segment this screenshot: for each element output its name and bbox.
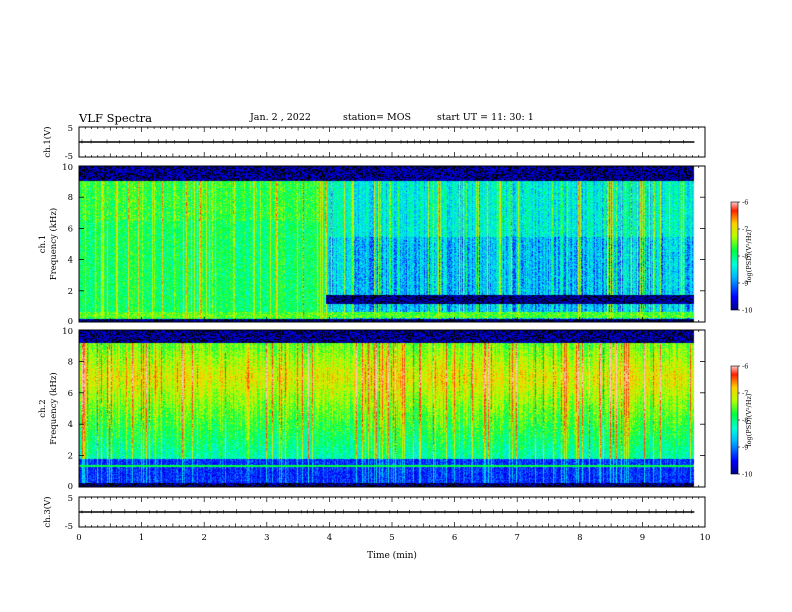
x-tick-label: 2 bbox=[201, 533, 206, 543]
ch2-spectrogram-ytick-label: 8 bbox=[68, 357, 73, 367]
ch1-spectrogram-colorbar-tick-label: -10 bbox=[742, 307, 752, 315]
ch2-spectrogram-ytick-label: 4 bbox=[68, 420, 73, 430]
ch1-spectrogram-ytick-label: 4 bbox=[68, 256, 73, 266]
ch1-spectrogram-colorbar-tick-label: -9 bbox=[742, 280, 748, 288]
ch3-waveform-ylabel: ch.3(V) bbox=[42, 496, 53, 527]
ch1-spectrogram-colorbar-tick-label: -8 bbox=[742, 253, 748, 261]
ch2-spectrogram-ytick-label: 6 bbox=[68, 389, 73, 399]
ch2-spectrogram-colorbar-tick-label: -10 bbox=[742, 471, 752, 479]
start-time-label: start UT = 11: 30: 1 bbox=[437, 112, 534, 123]
ch2-spectrogram-ytick-label: 0 bbox=[68, 482, 73, 492]
ch1-spectrogram-colorbar-tick-label: -7 bbox=[742, 226, 748, 234]
x-tick-label: 9 bbox=[640, 533, 645, 543]
x-axis-label: Time (min) bbox=[367, 550, 417, 561]
x-tick-label: 7 bbox=[514, 533, 519, 543]
ch1-spectrogram-ytick-label: 8 bbox=[68, 193, 73, 203]
ch2-spectrogram-colorbar-label: log(PSD)(V²/Hz) bbox=[745, 393, 753, 446]
x-tick-label: 3 bbox=[264, 533, 269, 543]
date-label: Jan. 2 , 2022 bbox=[250, 112, 311, 123]
x-tick-label: 10 bbox=[700, 533, 711, 543]
ch2-spectrogram-colorbar-tick-label: -8 bbox=[742, 417, 748, 425]
ch2-spectrogram-colorbar bbox=[730, 365, 739, 475]
x-tick-label: 8 bbox=[577, 533, 582, 543]
ch2-spectrogram-ylabel-channel: ch.2 bbox=[38, 399, 48, 417]
ch1-spectrogram-ytick-label: 0 bbox=[68, 317, 73, 327]
ch1-spectrogram-colorbar bbox=[730, 201, 739, 311]
ch1-spectrogram-colorbar-label: log(PSD)(V²/Hz) bbox=[745, 229, 753, 282]
ch1-spectrogram-ytick-label: 2 bbox=[68, 287, 73, 297]
ch3-waveform-ytick-label: 5 bbox=[68, 494, 73, 504]
ch2-spectrogram-ytick-label: 2 bbox=[68, 452, 73, 462]
ch2-spectrogram-ylabel-freq: Frequency (kHz) bbox=[48, 372, 59, 444]
ch2-spectrogram-colorbar-tick-label: -6 bbox=[742, 363, 748, 371]
ch2-spectrogram-colorbar-tick-label: -9 bbox=[742, 444, 748, 452]
x-tick-label: 5 bbox=[389, 533, 394, 543]
ch3-waveform-ytick-label: -5 bbox=[65, 522, 73, 532]
ch1-waveform-ytick-label: -5 bbox=[65, 152, 73, 162]
ch1-spectrogram-colorbar-tick-label: -6 bbox=[742, 199, 748, 207]
ch1-spectrogram-ylabel-channel: ch.1 bbox=[38, 235, 48, 253]
station-label: station= MOS bbox=[343, 112, 412, 123]
x-tick-label: 1 bbox=[139, 533, 144, 543]
x-tick-label: 6 bbox=[452, 533, 457, 543]
chart-title: VLF Spectra bbox=[79, 111, 153, 125]
ch2-spectrogram-colorbar-tick-label: -7 bbox=[742, 390, 748, 398]
ch1-spectrogram-ylabel-freq: Frequency (kHz) bbox=[48, 208, 59, 280]
ch1-spectrogram-ytick-label: 6 bbox=[68, 224, 73, 234]
ch1-waveform-ytick-label: 5 bbox=[68, 124, 73, 134]
ch1-spectrogram-ytick-label: 10 bbox=[62, 163, 73, 173]
x-tick-label: 0 bbox=[76, 533, 81, 543]
x-tick-label: 4 bbox=[327, 533, 332, 543]
ch1-spectrogram-heatmap bbox=[79, 166, 705, 322]
ch2-spectrogram-ytick-label: 10 bbox=[62, 327, 73, 337]
ch1-waveform-ylabel: ch.1(V) bbox=[42, 126, 53, 157]
ch2-spectrogram-heatmap bbox=[79, 330, 705, 487]
